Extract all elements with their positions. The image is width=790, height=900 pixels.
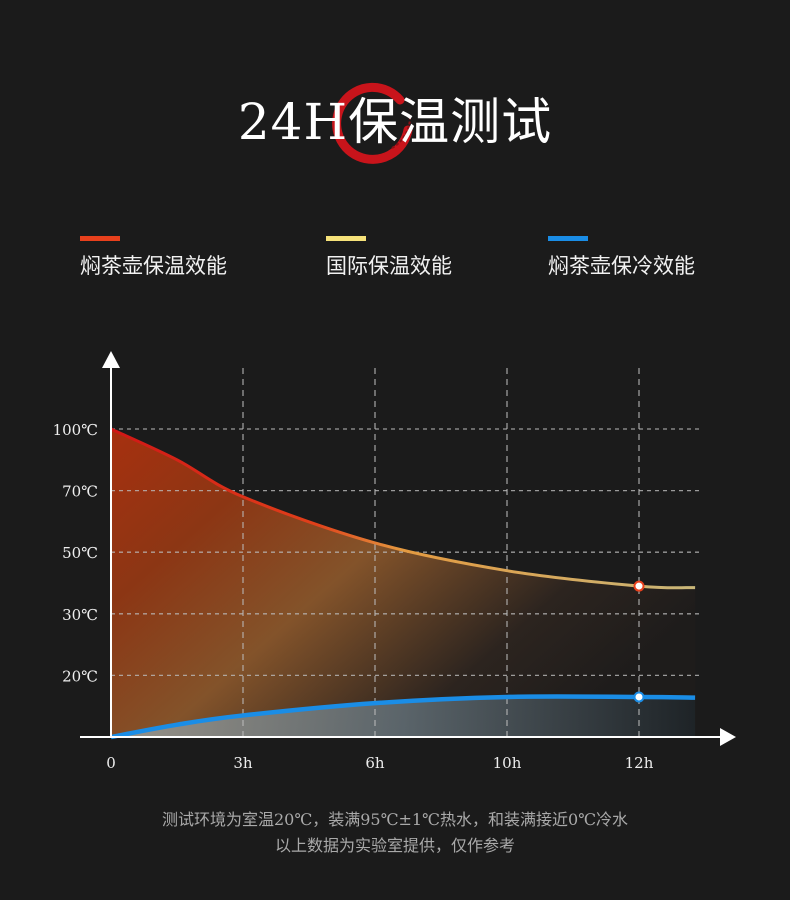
legend-swatch <box>548 236 588 241</box>
x-tick-label: 10h <box>493 754 522 772</box>
cold-retention-area <box>111 696 696 737</box>
x-tick-label: 3h <box>233 754 253 772</box>
hot-retention-line <box>110 427 696 590</box>
x-tick-label: 6h <box>365 754 385 772</box>
cold-marker <box>633 691 645 703</box>
footer-note-line-1: 测试环境为室温20℃，装满95℃±1℃热水，和装满接近0℃冷水 <box>161 810 629 829</box>
y-tick-label: 50℃ <box>62 544 98 562</box>
y-tick-label: 30℃ <box>62 606 98 624</box>
y-tick-label: 100℃ <box>53 421 98 439</box>
brush-circle-seal <box>332 82 413 164</box>
legend-swatch <box>80 236 120 241</box>
page-title: 24H保温测试 <box>237 93 553 151</box>
x-tick-label: 0 <box>106 754 116 772</box>
legend-item-hot-teapot: 焖茶壶保温效能 <box>80 236 227 280</box>
legend-label: 焖茶壶保冷效能 <box>548 254 695 278</box>
y-tick-label: 70℃ <box>62 483 98 501</box>
y-tick-label: 20℃ <box>62 667 98 685</box>
hot-retention-area <box>111 429 696 737</box>
legend-item-international: 国际保温效能 <box>326 236 452 280</box>
legend-label: 焖茶壶保温效能 <box>80 254 227 278</box>
x-tick-label: 12h <box>625 754 654 772</box>
hot-marker <box>633 580 645 592</box>
x-axis-arrow-icon <box>720 728 736 746</box>
y-axis-arrow-icon <box>102 351 120 368</box>
cold-retention-line <box>110 694 696 740</box>
footer-note-line-2: 以上数据为实验室提供，仅作参考 <box>274 836 515 855</box>
legend-item-cold-teapot: 焖茶壶保冷效能 <box>548 236 695 280</box>
legend-label: 国际保温效能 <box>326 254 452 278</box>
legend-swatch <box>326 236 366 241</box>
